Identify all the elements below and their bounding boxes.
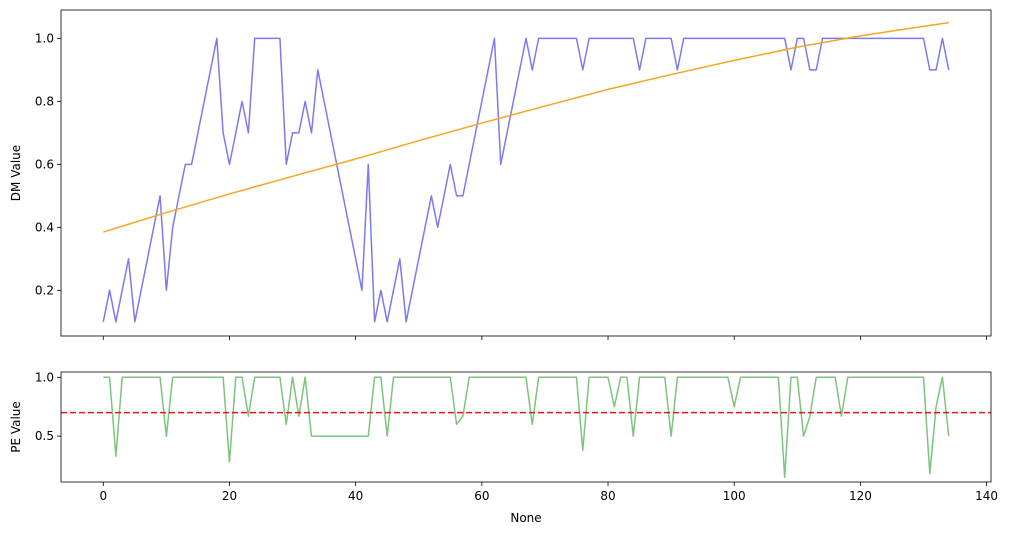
x-tick-label: 40 bbox=[348, 489, 363, 503]
series-line-2 bbox=[103, 21, 949, 233]
axes-frame bbox=[60, 9, 992, 337]
x-tick-label: 120 bbox=[849, 489, 872, 503]
series-line-1 bbox=[103, 376, 950, 479]
y-tick-label: 0.6 bbox=[35, 157, 54, 171]
y-tick-label: 0.2 bbox=[35, 283, 54, 297]
x-tick-label: 20 bbox=[222, 489, 237, 503]
series-line-1 bbox=[102, 37, 950, 323]
y-tick-label: 1.0 bbox=[35, 370, 54, 384]
y-tick-label: 0.8 bbox=[35, 94, 54, 108]
panel-1: 0.2 0.4 0.6 0.8 1.0 DM Value bbox=[9, 9, 992, 340]
y-axis-label: DM Value bbox=[9, 145, 23, 201]
plot-area bbox=[102, 21, 950, 323]
x-tick-label: 0 bbox=[99, 489, 107, 503]
panel-2: 0 20 40 60 80 100 120 140 0.5 1.0 PE Value None bbox=[9, 370, 998, 525]
x-tick-label: 80 bbox=[600, 489, 615, 503]
plot-area bbox=[61, 376, 991, 479]
y-tick-label: 1.0 bbox=[35, 31, 54, 45]
y-axis-label: PE Value bbox=[9, 401, 23, 453]
axes-frame bbox=[60, 371, 992, 483]
x-axis-label: None bbox=[510, 511, 541, 525]
x-tick-label: 60 bbox=[474, 489, 489, 503]
x-tick-label: 140 bbox=[975, 489, 998, 503]
y-tick-label: 0.5 bbox=[35, 429, 54, 443]
x-tick-label: 100 bbox=[723, 489, 746, 503]
y-tick-label: 0.4 bbox=[35, 220, 54, 234]
